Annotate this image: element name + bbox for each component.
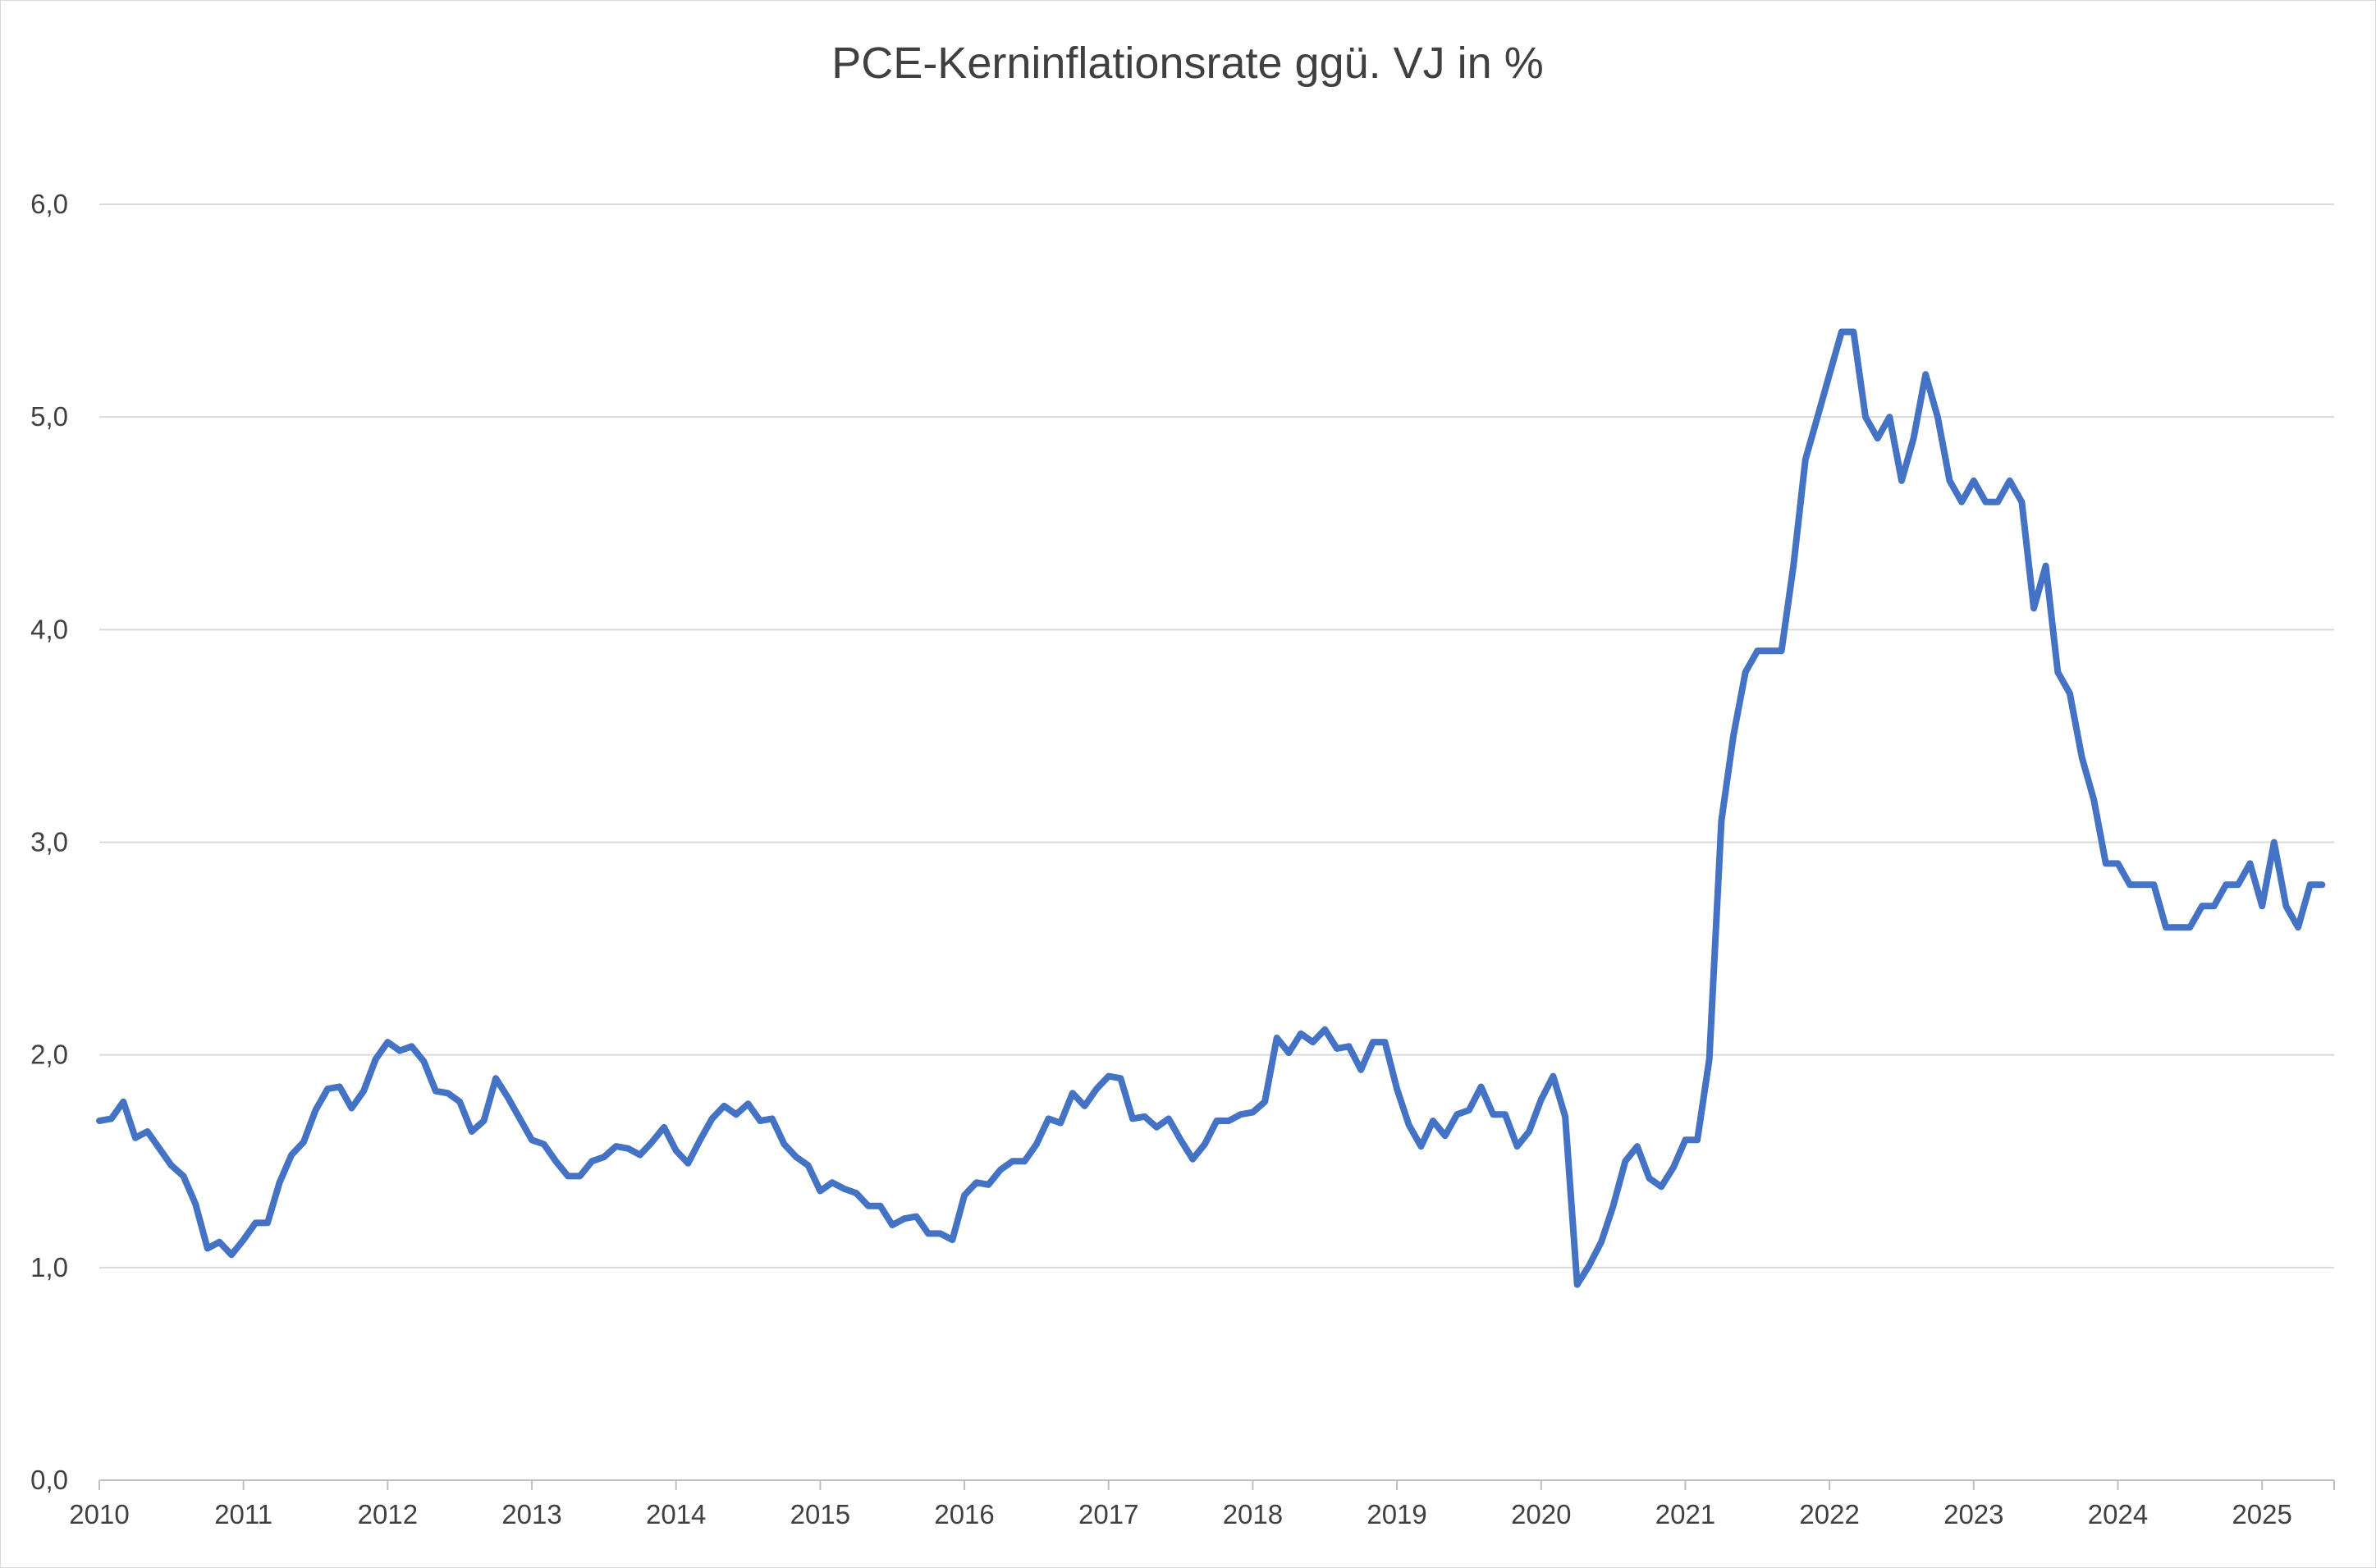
y-tick-label: 5,0 (30, 401, 68, 432)
x-tick-label: 2013 (501, 1499, 561, 1529)
y-tick-label: 2,0 (30, 1040, 68, 1070)
x-tick-label: 2017 (1078, 1499, 1138, 1529)
chart-title: PCE-Kerninflationsrate ggü. VJ in % (831, 39, 1543, 88)
y-tick-label: 4,0 (30, 614, 68, 644)
y-tick-label: 6,0 (30, 189, 68, 219)
x-tick-label: 2021 (1655, 1499, 1715, 1529)
x-tick-label: 2012 (358, 1499, 418, 1529)
x-tick-label: 2024 (2088, 1499, 2148, 1529)
x-tick-label: 2011 (214, 1499, 272, 1529)
x-tick-label: 2014 (646, 1499, 706, 1529)
x-tick-label: 2023 (1943, 1499, 2003, 1529)
y-tick-label: 0,0 (30, 1465, 68, 1495)
x-tick-label: 2016 (934, 1499, 994, 1529)
x-tick-label: 2022 (1799, 1499, 1859, 1529)
x-tick-label: 2025 (2232, 1499, 2291, 1529)
x-tick-label: 2019 (1367, 1499, 1426, 1529)
y-axis: 0,0 1,0 2,0 3,0 4,0 5,0 6,0 (30, 189, 68, 1495)
series-group (96, 328, 2326, 1288)
x-tick-label: 2010 (69, 1499, 129, 1529)
series-line-0 (96, 328, 2326, 1288)
x-tick-label: 2018 (1223, 1499, 1283, 1529)
y-tick-label: 3,0 (30, 827, 68, 857)
y-tick-label: 1,0 (30, 1252, 68, 1282)
x-axis: 2010 2011 2012 2013 2014 2015 2016 2017 2018 2019… (69, 1479, 2335, 1529)
x-tick-label: 2015 (790, 1499, 850, 1529)
gridlines (99, 203, 2334, 1269)
x-tick-label: 2020 (1511, 1499, 1571, 1529)
